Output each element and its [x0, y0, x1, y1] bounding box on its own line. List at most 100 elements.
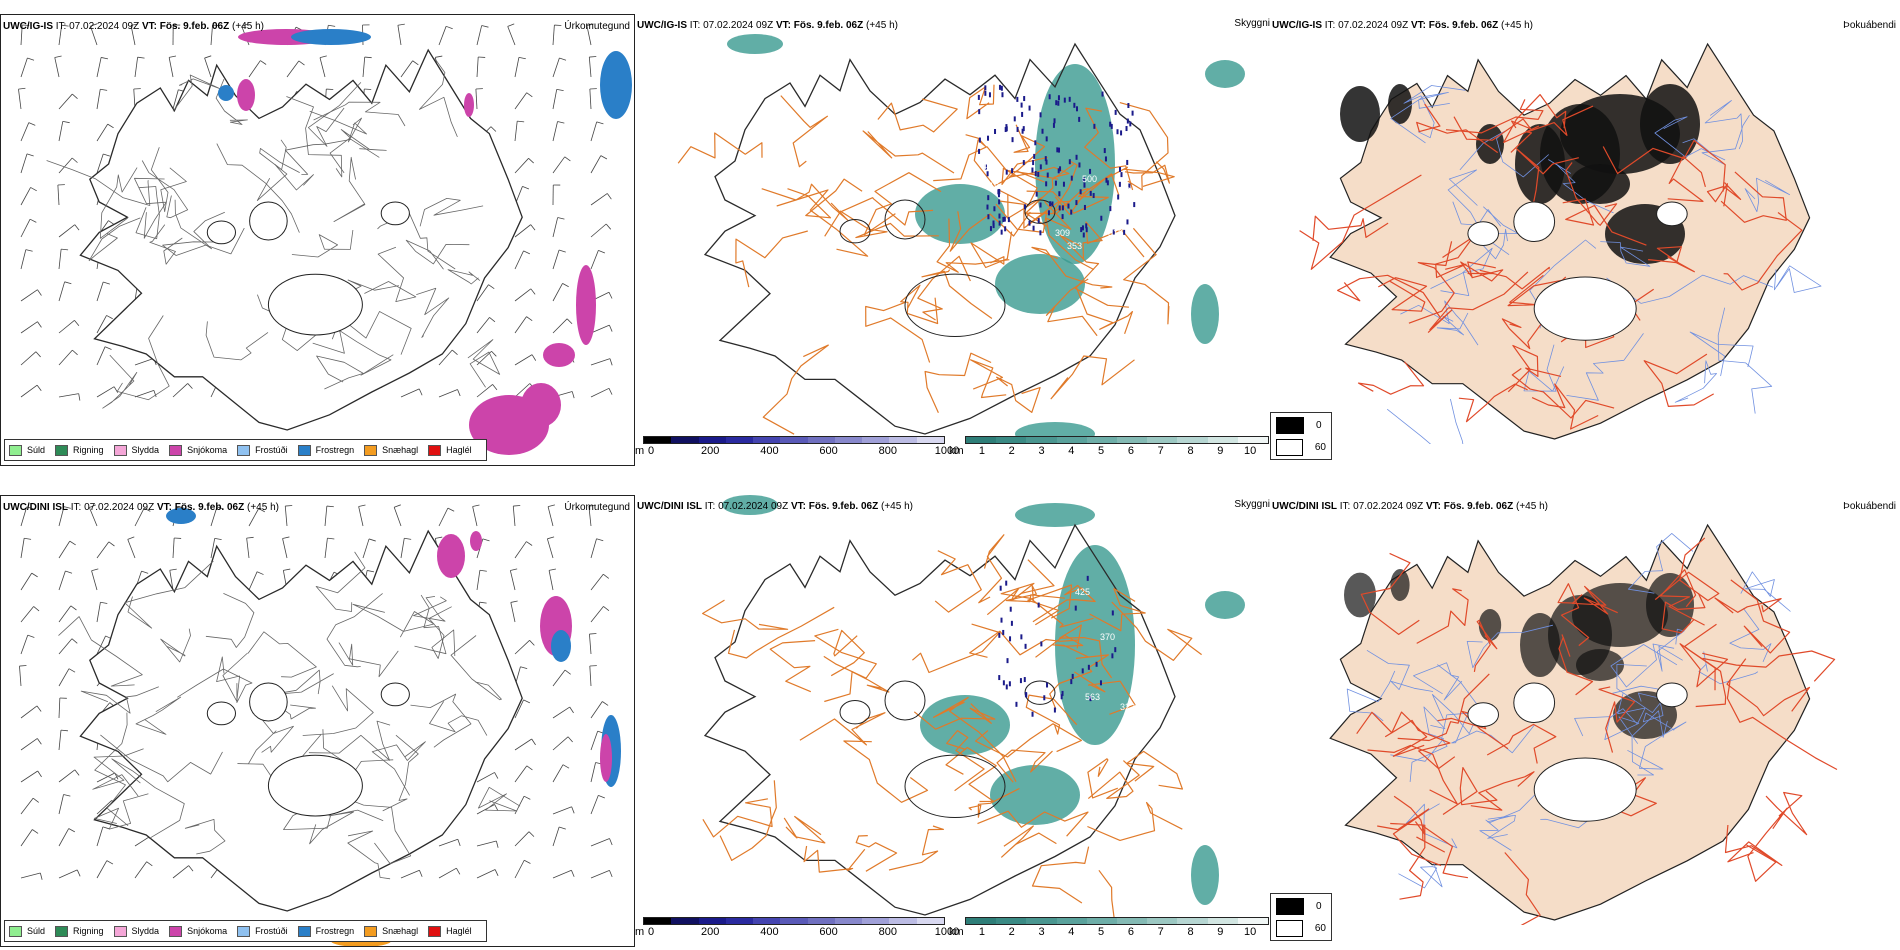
- colorbar-unit: km: [949, 445, 964, 457]
- fog-area: [1570, 164, 1630, 204]
- fog-map-row1: [1299, 42, 1822, 444]
- panel-title: Þokuábendi: [1843, 501, 1896, 512]
- colorbar-tick: 200: [701, 926, 720, 938]
- precip-legend: Súld Rigning Slydda Snjókoma Frostúði Frostre…: [4, 920, 487, 942]
- colorbar-tick: 4: [1068, 926, 1075, 938]
- colorbar-tick: 3: [1038, 926, 1045, 938]
- legend-label: Slydda: [131, 926, 160, 936]
- snow-area: [464, 93, 474, 117]
- fog-panel-row2: UWC/DINI ISL IT: 07.02.2024 09Z VT: Fös.…: [1270, 495, 1900, 947]
- legend-swatch: [169, 925, 183, 937]
- colorbar-tick: 400: [760, 926, 779, 938]
- legend-label: Snæhagl: [382, 926, 419, 936]
- cloud-base-colorbar: m 0 200 400 600 800 1000: [635, 436, 959, 462]
- fog-panel-row1: UWC/IG-IS IT: 07.02.2024 09Z VT: Fös. 9.…: [1270, 14, 1900, 466]
- fog-legend-label: 60: [1314, 922, 1326, 934]
- cloud-base-label: 563: [1085, 692, 1100, 702]
- colorbar-tick: 5: [1098, 445, 1105, 457]
- legend-label: Haglél: [446, 445, 472, 455]
- fog-area: [1344, 572, 1376, 618]
- low-cloud-dots: [998, 575, 1117, 717]
- legend-item: Frostúði: [237, 444, 288, 456]
- fog-area: [1340, 86, 1380, 142]
- snow-area: [600, 734, 612, 782]
- legend-label: Snjókoma: [187, 926, 228, 936]
- fog-legend-swatch: [1276, 919, 1303, 937]
- colorbar-tick: 600: [819, 926, 838, 938]
- legend-label: Súld: [27, 926, 46, 936]
- precip-map-row2: [19, 504, 621, 946]
- legend-label: Frostregn: [315, 445, 355, 455]
- cloud-panel-row2: 425 563 323 88 370 UWC/DINI ISL IT: 07.02.20…: [635, 495, 1270, 947]
- colorbar-strip: [643, 436, 945, 444]
- colorbar-tick: 1: [978, 926, 985, 938]
- legend-item: Haglél: [428, 444, 472, 456]
- fog-legend-swatch: [1276, 416, 1304, 434]
- fog-legend-swatch: [1276, 438, 1303, 456]
- legend-swatch: [237, 925, 251, 937]
- colorbar-strip: [965, 436, 1269, 444]
- fog-area: [1572, 583, 1668, 647]
- colorbar-tick: 2: [1008, 445, 1015, 457]
- fog-area: [1390, 569, 1410, 601]
- legend-swatch: [364, 444, 378, 456]
- legend-swatch: [297, 925, 311, 937]
- colorbar-tick: 10: [1243, 926, 1257, 938]
- fog-legend: 0 60: [1270, 412, 1332, 460]
- colorbar-tick: 6: [1127, 926, 1134, 938]
- freezing-rain-area: [551, 630, 571, 662]
- cloud-base-label: 425: [1075, 587, 1090, 597]
- snow-area: [437, 534, 465, 578]
- legend-label: Frostúði: [255, 926, 288, 936]
- visibility-area: [920, 695, 1010, 755]
- visibility-area: [1015, 503, 1095, 527]
- legend-item: Snæhagl: [364, 444, 419, 456]
- iceland-coast: [703, 42, 1176, 435]
- glacier-outlines: [206, 201, 410, 336]
- legend-item: Súld: [9, 925, 46, 937]
- legend-label: Slydda: [131, 445, 160, 455]
- colorbar-strip: [965, 917, 1269, 925]
- fog-legend-row: 60: [1276, 437, 1326, 457]
- freezing-rain-area: [218, 85, 234, 101]
- colorbar-strip: [643, 917, 945, 925]
- legend-item: Frostregn: [297, 925, 354, 937]
- legend-label: Snjókoma: [187, 445, 228, 455]
- iceland-coast: [79, 529, 523, 912]
- precip-type-panel-row1: UWC/IG-IS IT: 07.02.2024 09Z VT: Fös. 9.…: [0, 14, 635, 466]
- legend-swatch: [169, 444, 183, 456]
- iceland-coast: [703, 523, 1176, 916]
- legend-swatch: [55, 444, 69, 456]
- legend-label: Snæhagl: [382, 445, 419, 455]
- colorbar-unit: m: [635, 445, 645, 457]
- road-network: [1386, 85, 1822, 444]
- colorbar-tick: 8: [1187, 926, 1194, 938]
- glacier-outlines: [1467, 682, 1688, 822]
- visibility-area: [727, 34, 783, 54]
- visibility-area: [1205, 591, 1245, 619]
- cloud-base-label: 323: [1120, 702, 1135, 712]
- fog-legend-label: 60: [1314, 441, 1326, 453]
- precip-legend: Súld Rigning Slydda Snjókoma Frostúði Frostre…: [4, 439, 487, 461]
- legend-item: Rigning: [55, 925, 104, 937]
- precip-map-row1: [18, 23, 632, 455]
- cloud-map-row2: 425 563 323 88 370: [702, 495, 1245, 925]
- colorbar-tick: 0: [647, 445, 655, 457]
- cloud-base-label: 353: [1067, 241, 1082, 251]
- colorbar-tick: 800: [878, 926, 897, 938]
- legend-swatch: [428, 444, 442, 456]
- fog-legend-label: 0: [1316, 419, 1322, 431]
- colorbar-tick: 600: [819, 445, 838, 457]
- cloud-base-label: 88: [1031, 627, 1041, 637]
- cloud-base-label: 500: [1082, 174, 1097, 184]
- legend-item: Slydda: [113, 925, 160, 937]
- panel-title: Skyggni: [1234, 18, 1270, 29]
- colorbar-unit: km: [949, 926, 964, 938]
- visibility-colorbar: km 1 2 3 4 5 6 7 8 9 10: [949, 917, 1269, 943]
- fog-legend-row: 60: [1276, 918, 1326, 938]
- visibility-colorbar: km 1 2 3 4 5 6 7 8 9 10: [949, 436, 1269, 462]
- colorbar-tick: 4: [1068, 445, 1075, 457]
- colorbar-tick: 1000: [934, 926, 960, 938]
- legend-label: Haglél: [446, 926, 472, 936]
- colorbar-tick: 8: [1187, 445, 1194, 457]
